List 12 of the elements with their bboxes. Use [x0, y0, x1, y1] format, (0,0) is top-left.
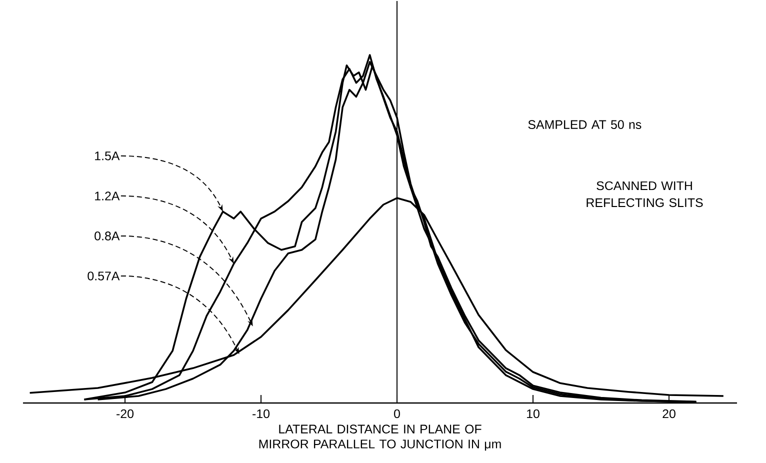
- x-tick-label: 20: [662, 409, 676, 418]
- annotation: SCANNED WITH REFLECTING SLITS: [586, 181, 703, 208]
- x-tick-label: 0: [394, 409, 400, 418]
- x-axis-title: LATERAL DISTANCE IN PLANE OF MIRROR PARALLEL TO JUNCTION IN μm: [259, 424, 501, 451]
- annotation: 0.8A: [94, 232, 120, 240]
- x-tick-label: -20: [116, 409, 134, 418]
- annotation: 1.5A: [95, 152, 120, 160]
- annotation: 1.2A: [95, 192, 120, 200]
- annotation: SAMPLED AT 50 ns: [528, 120, 642, 129]
- x-tick-label: 10: [527, 409, 540, 418]
- x-tick-label: -10: [252, 409, 270, 418]
- annotation: 0.57A: [88, 272, 120, 280]
